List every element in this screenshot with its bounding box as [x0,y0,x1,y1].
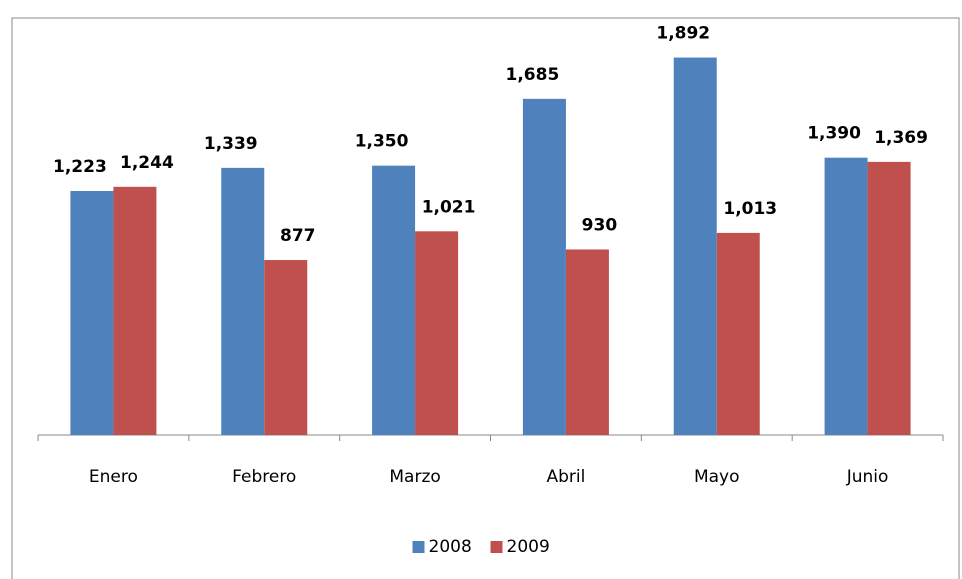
bar [264,260,308,435]
bar [565,249,609,435]
x-tick-label: Junio [846,467,889,487]
value-label: 1,892 [656,24,710,44]
value-label: 1,244 [120,153,174,173]
bar [113,186,157,435]
chart-frame [11,17,960,579]
legend-label: 2009 [507,537,550,557]
value-label: 1,369 [874,128,928,148]
legend-swatch [412,541,425,553]
x-tick-label: Marzo [389,467,440,487]
legend-swatch [490,541,503,553]
value-label: 1,223 [53,157,107,177]
value-label: 1,390 [807,124,861,144]
bar [70,191,114,435]
bar [716,232,760,435]
bar [221,167,265,435]
bar [673,57,717,436]
x-tick-label: Enero [89,467,138,487]
value-label: 1,339 [204,134,258,154]
legend-label: 2008 [429,537,472,557]
bar [824,157,868,435]
value-label: 877 [280,226,316,246]
value-label: 1,013 [723,199,777,219]
value-label: 930 [582,215,618,235]
x-tick-label: Mayo [694,467,740,487]
value-label: 1,685 [506,65,560,85]
value-label: 1,021 [422,197,476,217]
bar [867,161,911,435]
bar [372,165,416,436]
x-tick-label: Febrero [232,467,296,487]
bar [415,231,459,435]
x-tick-label: Abril [546,467,585,487]
value-label: 1,350 [355,132,409,152]
bar [522,98,566,435]
